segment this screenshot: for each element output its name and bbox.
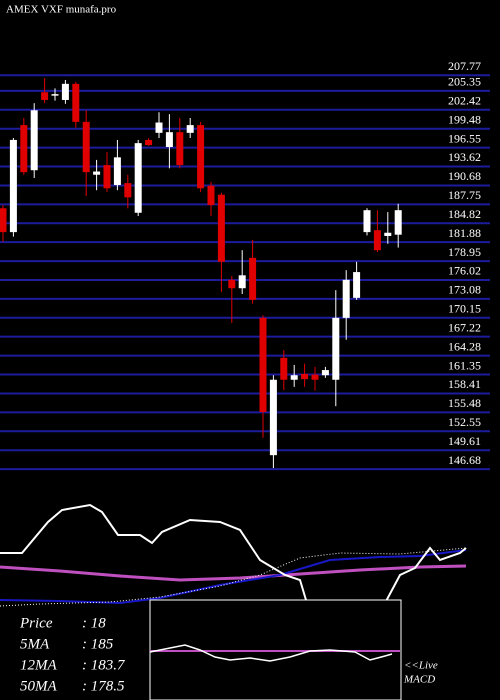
candle-body	[269, 379, 277, 456]
y-tick-label: 181.88	[448, 226, 481, 240]
candle-body	[321, 370, 329, 376]
y-tick-label: 193.62	[448, 150, 481, 164]
candle-body	[51, 94, 59, 96]
stat-label: 5MA	[20, 636, 50, 652]
y-tick-label: 176.02	[448, 264, 481, 278]
y-tick-label: 155.48	[448, 396, 481, 410]
candle-body	[165, 132, 173, 148]
y-tick-label: 173.08	[448, 283, 481, 297]
y-tick-label: 205.35	[448, 75, 481, 89]
stats: Price : 18 5MA : 185 12MA : 183.7 50MA : 178.5	[19, 615, 126, 694]
y-tick-label: 184.82	[448, 207, 481, 221]
candle-body	[145, 139, 153, 146]
y-tick-label: 164.28	[448, 339, 481, 353]
candle-body	[373, 230, 381, 251]
y-tick-label: 161.35	[448, 358, 481, 372]
y-tick-label: 149.61	[448, 434, 481, 448]
candle-body	[9, 139, 17, 233]
candle-body	[61, 83, 69, 100]
candle-body	[155, 122, 163, 133]
candle-body	[20, 125, 28, 173]
chart-title: AMEX VXF munafa.pro	[6, 4, 117, 16]
indicator-panel	[0, 503, 467, 652]
stat-value: : 183.7	[82, 657, 126, 673]
candle-body	[82, 121, 90, 173]
candle-body	[384, 232, 392, 236]
candle-body	[30, 110, 38, 171]
stat-value: : 18	[82, 615, 106, 631]
candle-body	[332, 317, 340, 380]
candle-body	[186, 125, 194, 133]
y-tick-label: 187.75	[448, 188, 481, 202]
candle-body	[259, 317, 267, 412]
candle-body	[301, 373, 309, 380]
candle-body	[249, 257, 257, 300]
candle-body	[176, 132, 184, 166]
macd-label: MACD	[403, 674, 435, 686]
candle-body	[217, 194, 225, 262]
candle-body	[363, 210, 371, 233]
candle-body	[113, 157, 121, 186]
candle-body	[93, 171, 101, 175]
y-tick-label: 199.48	[448, 112, 481, 126]
y-tick-label: 207.77	[448, 59, 481, 73]
y-tick-label: 202.42	[448, 94, 481, 108]
y-tick-label: 152.55	[448, 415, 481, 429]
indicator-pink	[0, 564, 467, 582]
stat-label: 12MA	[20, 657, 57, 673]
candle-body	[134, 143, 142, 213]
candle-body	[290, 375, 298, 380]
candle-body	[228, 279, 236, 289]
macd-label: <<Live	[404, 660, 438, 672]
stat-label: Price	[19, 615, 53, 631]
y-tick-label: 158.41	[448, 377, 481, 391]
candles	[0, 78, 402, 469]
y-tick-label: 178.95	[448, 245, 481, 259]
stat-value: : 185	[82, 636, 114, 652]
candle-body	[41, 92, 49, 100]
candle-body	[103, 165, 111, 189]
y-tick-label: 196.55	[448, 131, 481, 145]
candle-body	[238, 275, 246, 289]
grid: 207.77 205.35 202.42 199.48 196.55 193.62 190.…	[0, 59, 490, 471]
candle-body	[0, 208, 7, 233]
y-tick-label: 190.68	[448, 169, 481, 183]
indicator-white	[0, 503, 467, 652]
candle-body	[72, 83, 80, 122]
macd-line	[149, 644, 393, 662]
candle-body	[207, 185, 215, 206]
candle-body	[394, 210, 402, 235]
indicator-blue	[0, 549, 467, 605]
y-tick-label: 170.15	[448, 302, 481, 316]
candle-body	[311, 374, 319, 380]
candle-body	[124, 183, 132, 198]
y-tick-label: 146.68	[448, 453, 481, 467]
indicator-dotted	[0, 547, 467, 607]
candle-body	[197, 125, 205, 189]
candle-body	[342, 279, 350, 318]
candle-body	[280, 357, 288, 380]
stat-value: : 178.5	[82, 678, 125, 694]
stat-label: 50MA	[20, 678, 57, 694]
y-tick-label: 167.22	[448, 320, 481, 334]
candle-body	[353, 272, 361, 298]
